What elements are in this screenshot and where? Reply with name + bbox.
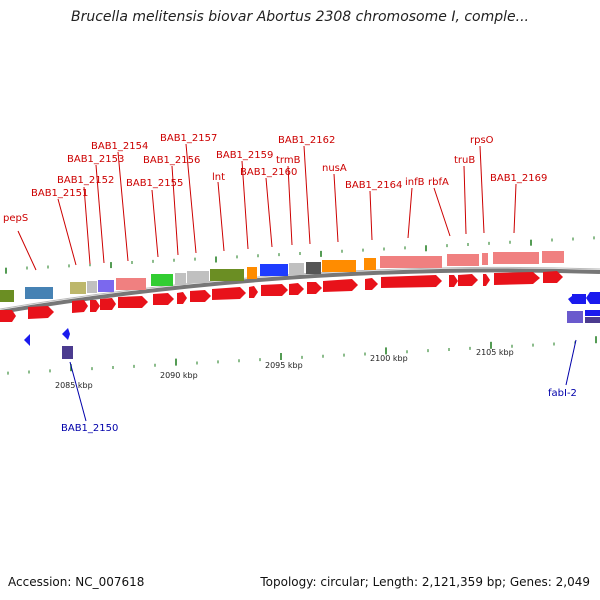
scale-labels: 2085 kbp 2090 kbp 2095 kbp 2100 kbp 2105… [55, 348, 514, 390]
gene-label-truB[interactable]: truB [454, 155, 475, 166]
gene-label-bab1-2151[interactable]: BAB1_2151 [31, 188, 88, 199]
reverse-leader-lines [69, 339, 577, 422]
gene-label-bab1-2155[interactable]: BAB1_2155 [126, 178, 183, 189]
gene-label-bab1-2152[interactable]: BAB1_2152 [57, 175, 114, 186]
gene-label-bab1-2169[interactable]: BAB1_2169 [490, 173, 547, 184]
forward-leader-lines [17, 143, 517, 271]
gene-label-rbfA[interactable]: rbfA [428, 177, 449, 188]
gene-label-rpsO[interactable]: rpsO [470, 135, 494, 146]
scale-label: 2085 kbp [55, 381, 93, 390]
forward-gene-labels: pepS BAB1_2151 BAB1_2152 BAB1_2153 BAB1_… [3, 133, 547, 224]
gene-label-fabI-2[interactable]: fabI-2 [548, 388, 577, 399]
gene-label-nusA[interactable]: nusA [322, 163, 347, 174]
gene-label-bab1-2150[interactable]: BAB1_2150 [61, 423, 118, 434]
gene-label-infB[interactable]: infB [405, 177, 425, 188]
gene-label-trmB[interactable]: trmB [276, 155, 301, 166]
map-title: Brucella melitensis biovar Abortus 2308 … [71, 9, 529, 25]
gene-label-lnt[interactable]: lnt [212, 172, 225, 183]
gene-label-bab1-2156[interactable]: BAB1_2156 [143, 155, 200, 166]
topology-label: Topology: circular; Length: 2,121,359 bp… [260, 575, 590, 589]
reverse-cds-track [24, 292, 600, 359]
gene-label-pepS[interactable]: pepS [3, 213, 28, 224]
gene-label-bab1-2157[interactable]: BAB1_2157 [160, 133, 217, 144]
gene-label-bab1-2160[interactable]: BAB1_2160 [240, 167, 297, 178]
accession-label: Accession: NC_007618 [8, 575, 145, 589]
reverse-gene-labels: BAB1_2150 fabI-2 [61, 388, 577, 434]
feature-band [0, 251, 564, 302]
scale-label: 2100 kbp [370, 354, 408, 363]
gene-label-bab1-2162[interactable]: BAB1_2162 [278, 135, 335, 146]
forward-cds-track [0, 271, 563, 322]
scale-label: 2090 kbp [160, 371, 198, 380]
scale-label: 2105 kbp [476, 348, 514, 357]
gene-label-bab1-2153[interactable]: BAB1_2153 [67, 154, 124, 165]
scale-label: 2095 kbp [265, 361, 303, 370]
gene-label-bab1-2159[interactable]: BAB1_2159 [216, 150, 273, 161]
gene-label-bab1-2164[interactable]: BAB1_2164 [345, 180, 402, 191]
gene-label-bab1-2154[interactable]: BAB1_2154 [91, 141, 148, 152]
